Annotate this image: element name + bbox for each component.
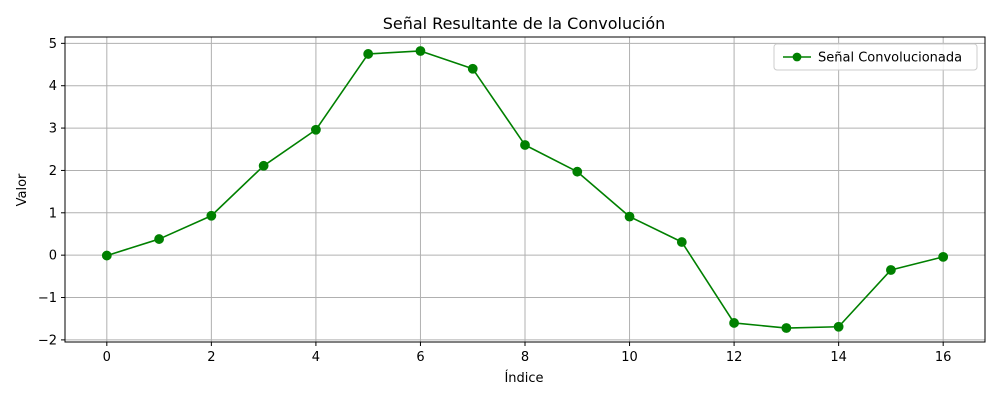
x-tick-label: 4 bbox=[312, 350, 320, 365]
data-point bbox=[833, 321, 844, 332]
data-point bbox=[154, 234, 164, 244]
y-tick-label: 5 bbox=[49, 37, 57, 52]
data-point bbox=[258, 160, 269, 171]
data-point bbox=[206, 210, 217, 221]
y-tick-label: 0 bbox=[49, 249, 57, 264]
data-point bbox=[101, 250, 112, 261]
x-tick-label: 2 bbox=[207, 350, 215, 365]
x-tick-label: 12 bbox=[726, 350, 743, 365]
y-tick-label: 2 bbox=[49, 164, 57, 179]
data-point bbox=[467, 63, 478, 74]
data-point bbox=[311, 124, 321, 135]
x-tick-label: 8 bbox=[521, 350, 529, 365]
data-point bbox=[363, 49, 374, 59]
x-tick-label: 0 bbox=[103, 350, 111, 365]
data-series bbox=[101, 46, 949, 333]
data-point bbox=[572, 166, 583, 177]
data-point bbox=[886, 265, 896, 275]
x-tick-label: 14 bbox=[830, 350, 847, 365]
chart-title: Señal Resultante de la Convolución bbox=[383, 14, 666, 33]
data-point bbox=[676, 237, 687, 247]
data-point bbox=[781, 323, 792, 333]
y-tick-label: 3 bbox=[49, 122, 57, 137]
data-point bbox=[938, 251, 949, 262]
data-point bbox=[729, 318, 739, 328]
data-point bbox=[624, 211, 635, 222]
y-tick-label: −2 bbox=[38, 333, 57, 348]
x-tick-label: 10 bbox=[621, 350, 638, 365]
data-point bbox=[520, 140, 530, 150]
legend: Señal Convolucionada bbox=[773, 43, 978, 71]
y-tick-label: 4 bbox=[49, 79, 57, 94]
y-tick-label: −1 bbox=[38, 291, 57, 306]
x-tick-label: 16 bbox=[935, 350, 952, 365]
legend-label: Señal Convolucionada bbox=[818, 51, 962, 66]
y-axis-label: Valor bbox=[15, 173, 30, 206]
grid-lines bbox=[65, 37, 985, 342]
x-axis-label: Índice bbox=[504, 370, 543, 386]
legend-box bbox=[773, 43, 978, 71]
y-tick-label: 1 bbox=[49, 206, 57, 221]
legend-marker-swatch bbox=[792, 52, 802, 62]
y-axis: −2 −1 0 1 2 3 4 5 bbox=[38, 37, 65, 348]
x-axis: 0 2 4 6 8 10 12 14 16 bbox=[103, 342, 952, 365]
x-tick-label: 6 bbox=[416, 350, 424, 365]
data-point bbox=[415, 46, 426, 56]
